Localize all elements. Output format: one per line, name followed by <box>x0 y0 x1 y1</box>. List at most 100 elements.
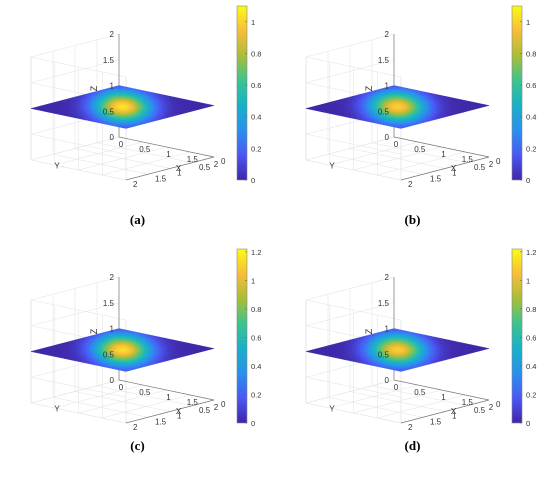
x-tick-label: 0 <box>119 140 124 149</box>
surface <box>305 85 490 129</box>
z-axis-label: Z <box>89 85 99 91</box>
grid-line <box>305 299 402 321</box>
z-tick-label: 0 <box>385 376 390 385</box>
colorbar-tick-label: 0.4 <box>251 362 261 371</box>
grid-line <box>305 376 402 398</box>
x-tick-label: 2 <box>489 160 494 169</box>
z-tick-label: 0.5 <box>378 350 390 359</box>
grid-line <box>305 136 395 161</box>
colorbar <box>236 5 248 181</box>
grid-line <box>30 376 127 398</box>
grid-line <box>30 136 120 161</box>
grid-line <box>371 385 468 407</box>
x-axis-line <box>393 379 490 401</box>
grid-line <box>305 302 395 327</box>
y-axis-line <box>400 156 490 181</box>
y-tick-label: 0 <box>221 400 226 409</box>
grid-line <box>74 148 171 169</box>
colorbar-tick-label: 0.4 <box>251 113 261 122</box>
x-tick-label: 2 <box>214 160 219 169</box>
caption-b: (b) <box>404 212 421 227</box>
colorbar-tick-label: 0.4 <box>526 113 536 122</box>
y-tick-label: 1.5 <box>155 417 167 426</box>
x-axis-line <box>118 136 215 158</box>
panel-d: 0 0.5 1 1.5 2 0 0.5 1 1.5 2 0 0.5 1 1.5 2 X Y Z 0 0.2 0.4 0.6… <box>275 243 550 485</box>
caption-c: (c) <box>130 438 145 453</box>
colorbar-tick-label: 0.4 <box>526 362 536 371</box>
grid-line <box>30 59 120 84</box>
z-tick-label: 0 <box>385 133 390 142</box>
grid-line <box>305 56 402 78</box>
z-tick-label: 2 <box>385 273 390 282</box>
grid-line <box>30 56 127 78</box>
caption-d: (d) <box>404 438 421 453</box>
z-tick-label: 1.5 <box>103 299 115 308</box>
grid-line <box>30 302 120 327</box>
surface-cell <box>122 369 130 372</box>
grid-line <box>52 396 149 418</box>
y-tick-label: 0.5 <box>474 163 486 172</box>
z-tick-label: 0.5 <box>103 350 115 359</box>
x-tick-label: 1 <box>166 393 171 402</box>
surface-cell <box>397 369 405 372</box>
x-tick-label: 1 <box>441 150 446 159</box>
z-tick-label: 1 <box>110 325 115 334</box>
z-tick-label: 1 <box>385 82 390 91</box>
z-tick-label: 1.5 <box>103 56 115 65</box>
grid-line <box>96 142 193 164</box>
surface <box>30 85 215 129</box>
colorbar-tick-label: 1.2 <box>526 248 536 257</box>
colorbar-tick-label: 0.6 <box>526 333 536 342</box>
x-tick-label: 1.5 <box>187 398 199 407</box>
x-tick-label: 1.5 <box>462 398 474 407</box>
surface <box>30 328 215 372</box>
colorbar-tick-label: 0.6 <box>526 81 536 90</box>
grid-line <box>305 379 395 404</box>
colorbar-tick-label: 0 <box>526 176 530 185</box>
y-axis-label: Y <box>54 162 60 171</box>
colorbar-tick-label: 1 <box>526 18 530 27</box>
colorbar-tick-label: 1 <box>251 276 255 285</box>
panel-c: 0 0.5 1 1.5 2 0 0.5 1 1.5 2 0 0.5 1 1.5 2 X Y Z 0 0.2 0.4 0.6… <box>0 243 275 485</box>
y-tick-label: 0 <box>496 157 501 166</box>
colorbar-tick-label: 0.8 <box>251 49 261 58</box>
grid-line <box>305 159 402 181</box>
z-tick-label: 1 <box>110 82 115 91</box>
colorbar <box>511 5 523 181</box>
colorbar-tick-label: 0.8 <box>251 305 261 314</box>
y-tick-label: 1 <box>177 169 182 178</box>
y-axis-label: Y <box>329 162 335 171</box>
x-axis-label: X <box>451 407 457 416</box>
x-tick-label: 1 <box>441 393 446 402</box>
z-tick-label: 2 <box>110 30 115 39</box>
colorbar-tick-label: 0.6 <box>251 81 261 90</box>
colorbar-tick-label: 0.8 <box>526 49 536 58</box>
caption-a: (a) <box>129 212 146 227</box>
z-tick-label: 0 <box>110 376 115 385</box>
x-axis-label: X <box>176 164 182 173</box>
y-tick-label: 0.5 <box>474 406 486 415</box>
z-tick-label: 2 <box>385 30 390 39</box>
y-tick-label: 0 <box>496 400 501 409</box>
y-axis-label: Y <box>54 405 60 414</box>
grid-line <box>30 133 127 155</box>
surface <box>305 328 490 372</box>
z-tick-label: 2 <box>110 273 115 282</box>
grid-line <box>305 59 395 84</box>
y-tick-label: 0.5 <box>199 163 211 172</box>
y-tick-label: 0 <box>221 157 226 166</box>
colorbar <box>236 248 248 424</box>
y-tick-label: 0.5 <box>199 406 211 415</box>
colorbar-tick-label: 0 <box>526 419 530 428</box>
y-tick-label: 2 <box>408 180 413 189</box>
y-tick-label: 1.5 <box>430 417 442 426</box>
colorbar-tick-label: 0.6 <box>251 333 261 342</box>
z-axis-label: Z <box>364 85 374 91</box>
x-tick-label: 2 <box>489 403 494 412</box>
x-tick-label: 0.5 <box>139 145 151 154</box>
colorbar-tick-label: 1.2 <box>251 248 261 257</box>
grid-line <box>30 402 127 424</box>
x-tick-label: 0 <box>394 383 399 392</box>
colorbar-tick-label: 0.2 <box>526 144 536 153</box>
